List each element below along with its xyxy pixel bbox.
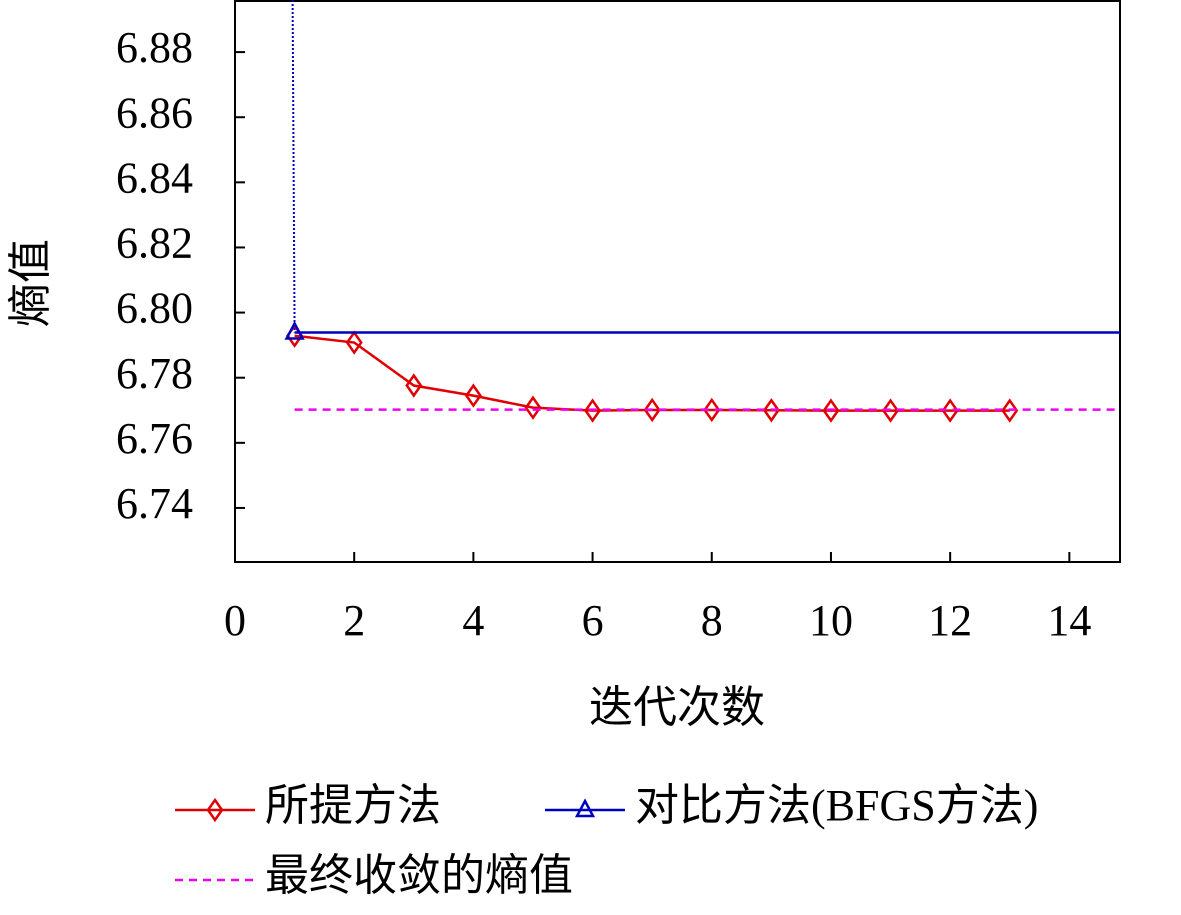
- y-tick-label: 6.80: [116, 284, 193, 333]
- y-axis-label: 熵值: [6, 239, 55, 327]
- x-tick-label: 6: [582, 596, 604, 645]
- plot-frame: [234, 0, 1121, 563]
- marker: [345, 330, 363, 355]
- legend-label: 所提方法: [265, 781, 441, 830]
- marker: [206, 797, 224, 823]
- x-tick-label: 14: [1047, 596, 1091, 645]
- marker: [643, 397, 661, 423]
- y-tick-label: 6.88: [116, 23, 193, 72]
- x-tick-label: 8: [701, 596, 723, 645]
- x-tick-label: 12: [928, 596, 972, 645]
- lead-in: [291, 0, 296, 333]
- x-tick-label: 4: [462, 596, 484, 645]
- marker: [524, 395, 542, 420]
- marker: [574, 798, 596, 818]
- marker: [762, 398, 780, 423]
- y-tick-label: 6.78: [116, 349, 193, 398]
- legend-label: 最终收敛的熵值: [265, 851, 573, 900]
- x-axis-label: 迭代次数: [589, 683, 765, 732]
- marker: [941, 398, 959, 423]
- y-tick-label: 6.84: [116, 153, 193, 202]
- y-tick-label: 6.86: [116, 88, 193, 137]
- x-tick-label: 0: [224, 596, 246, 645]
- marker: [1001, 398, 1019, 423]
- marker: [464, 383, 482, 408]
- y-tick-label: 6.82: [116, 219, 193, 268]
- x-tick-label: 2: [343, 596, 365, 645]
- y-tick-label: 6.74: [116, 479, 193, 528]
- legend-label: 对比方法(BFGS方法): [635, 781, 1038, 830]
- marker: [405, 373, 423, 398]
- x-tick-label: 10: [809, 596, 853, 645]
- marker: [284, 320, 305, 340]
- marker: [703, 397, 721, 423]
- y-tick-label: 6.76: [116, 414, 193, 463]
- marker: [822, 398, 840, 423]
- marker: [584, 398, 602, 423]
- marker: [882, 398, 900, 423]
